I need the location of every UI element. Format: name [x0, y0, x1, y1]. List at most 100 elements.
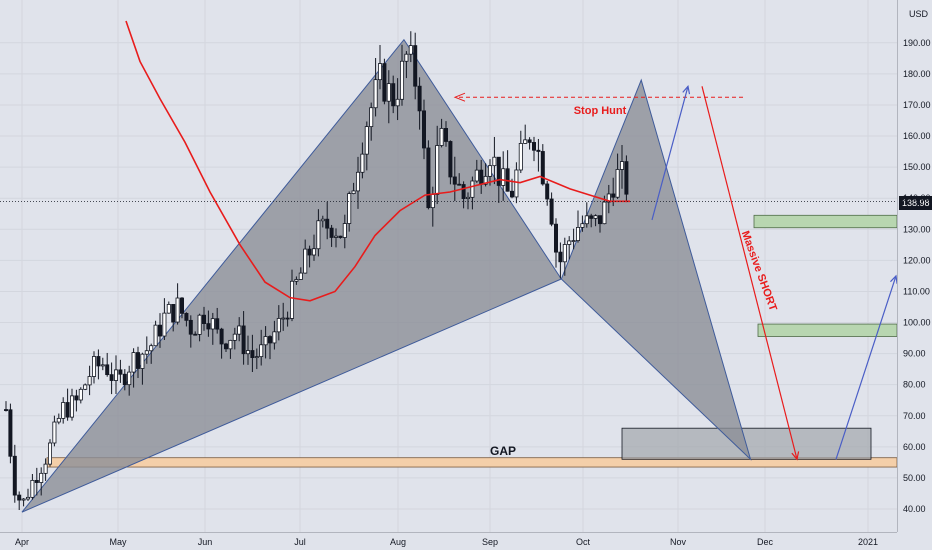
candle-up	[144, 350, 149, 355]
candle-up	[347, 193, 352, 224]
candle-up	[470, 180, 475, 198]
candle-up	[228, 339, 233, 350]
candle-down	[598, 215, 603, 225]
candle-down	[413, 45, 418, 87]
candle-up	[87, 376, 92, 386]
x-tick-label: Dec	[757, 537, 774, 547]
stop-hunt-arrowhead	[453, 92, 466, 102]
candle-down	[589, 215, 594, 219]
x-tick-label: May	[109, 537, 127, 547]
candle-up	[465, 196, 470, 199]
stop-hunt-up-arrow	[651, 86, 689, 221]
candle-up	[289, 280, 294, 319]
candle-down	[17, 494, 22, 501]
candle-up	[320, 218, 325, 222]
candle-down	[8, 409, 13, 457]
candle-down	[325, 218, 330, 229]
candle-down	[96, 356, 101, 367]
candle-down	[250, 350, 255, 358]
recovery-up-arrow	[835, 275, 897, 460]
candle-up	[175, 297, 180, 323]
y-tick-label: 110.00	[903, 286, 930, 296]
candle-up	[149, 345, 154, 352]
candle-up	[562, 244, 567, 263]
x-tick-label: 2021	[858, 537, 878, 547]
candle-up	[602, 201, 607, 225]
y-tick-label: 40.00	[903, 504, 926, 514]
candle-up	[474, 169, 479, 182]
x-tick-label: Jul	[294, 537, 306, 547]
candle-down	[171, 304, 176, 323]
y-tick-label: 140.00	[903, 193, 931, 203]
candle-up	[580, 223, 585, 228]
candle-down	[624, 161, 629, 195]
y-tick-label: 170.00	[903, 100, 931, 110]
candle-down	[34, 479, 39, 483]
candle-up	[311, 248, 316, 256]
candle-up	[364, 126, 369, 155]
y-tick-label: 70.00	[903, 411, 926, 421]
last-price-badge	[899, 196, 932, 210]
candle-up	[162, 312, 167, 337]
candle-up	[408, 45, 413, 55]
candle-up	[131, 352, 136, 373]
candle-down	[545, 183, 550, 200]
currency-label: USD	[909, 9, 929, 19]
candle-up	[294, 279, 299, 282]
upper-target-zone	[753, 214, 898, 229]
candle-up	[316, 220, 321, 250]
candle-up	[584, 215, 589, 225]
candle-up	[30, 479, 35, 498]
candle-down	[118, 369, 123, 375]
x-tick-label: Nov	[670, 537, 687, 547]
candle-up	[435, 145, 440, 195]
zones	[46, 214, 898, 468]
candle-up	[43, 463, 48, 474]
candle-up	[272, 331, 277, 344]
candle-down	[184, 312, 189, 321]
candle-down	[307, 248, 312, 256]
candle-down	[461, 184, 466, 199]
candle-up	[369, 107, 374, 128]
candle-up	[620, 161, 625, 170]
candle-up	[386, 83, 391, 102]
stop-hunt-up-arrow-head	[682, 84, 691, 95]
candle-up	[166, 304, 171, 314]
candle-up	[571, 240, 576, 242]
candle-down	[4, 409, 9, 411]
candle-down	[496, 156, 501, 186]
candle-down	[426, 147, 431, 209]
candle-up	[615, 169, 620, 198]
candle-up	[395, 98, 400, 107]
candle-down	[338, 235, 343, 238]
candle-up	[576, 227, 581, 241]
candle-up	[56, 417, 61, 423]
candle-down	[206, 323, 211, 330]
candle-down	[443, 128, 448, 142]
candle-up	[114, 369, 119, 381]
candle-down	[201, 314, 206, 324]
x-tick-label: Aug	[390, 537, 406, 547]
massive-short-arrow	[701, 86, 798, 460]
candle-down	[509, 190, 514, 198]
candle-up	[606, 193, 611, 203]
candle-up	[237, 325, 242, 335]
candle-down	[157, 324, 162, 337]
candle-down	[527, 139, 532, 143]
candle-down	[329, 227, 334, 238]
candle-up	[342, 223, 347, 238]
candle-up	[373, 79, 378, 109]
candle-up	[439, 128, 444, 146]
candle-down	[215, 318, 220, 330]
candle-up	[52, 421, 57, 444]
candle-up	[25, 496, 30, 500]
candle-up	[298, 272, 303, 280]
candle-down	[267, 336, 272, 344]
moving-average-line	[125, 20, 630, 302]
candle-up	[78, 388, 83, 401]
candle-up	[39, 472, 44, 483]
candle-up	[254, 356, 259, 359]
candle-up	[245, 350, 250, 355]
candle-down	[193, 333, 198, 336]
